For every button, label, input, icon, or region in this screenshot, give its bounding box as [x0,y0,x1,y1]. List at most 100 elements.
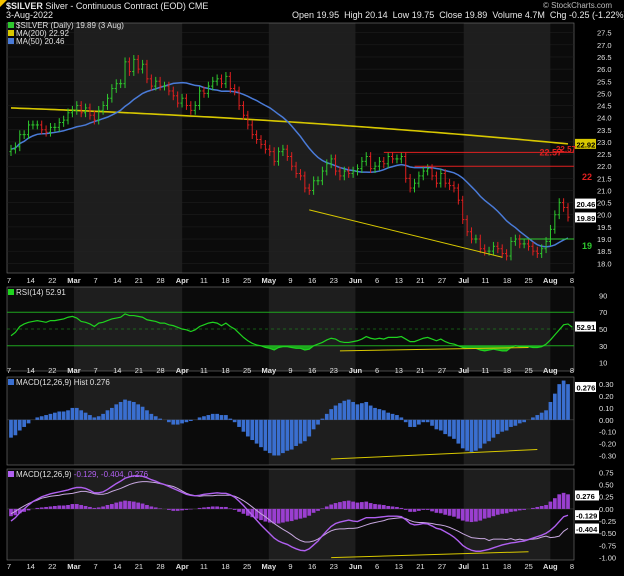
hist-y-tick: -0.30 [599,451,616,460]
close-label: Close [439,10,462,20]
hist-bar [426,420,430,422]
macd-hist-bar [215,506,219,508]
x-tick-label: Jun [349,276,363,285]
x-tick-label: 6 [375,276,379,285]
x-tick-label: 14 [26,276,34,285]
x-tick-label: 18 [503,276,511,285]
x-tick-label: Aug [543,562,558,571]
hist-bar [404,420,408,422]
macd-hist-bar [35,508,39,509]
volume-value: 4.7M [525,10,545,20]
price-tag-label: 19.89 [577,214,596,223]
price-y-tick: 24.0 [597,114,612,123]
hist-bar [185,420,189,422]
macd-hist-bar [351,502,355,509]
macd-hist-bar [88,507,92,509]
hist-bar [364,402,368,420]
hist-bar [88,415,92,420]
hist-bar [549,402,553,420]
macd-hist-bar [540,506,544,509]
x-tick-label: 9 [288,276,292,285]
hist-bar [128,401,132,420]
macd-hist-bar [224,507,228,509]
x-tick-label: Jul [458,366,469,375]
macd-hist-bar [101,506,105,508]
price-y-tick: 21.0 [597,186,612,195]
hist-bar [356,404,360,419]
macd-y-tick: 0.25 [599,493,614,502]
x-tick-label: 23 [330,276,338,285]
macd-hist-bar [338,502,342,509]
rsi-y-tick: 50 [599,325,607,334]
macd-hist-bar [294,509,298,520]
macd-hist-bar [71,504,75,509]
macd-hist-bar [110,504,114,509]
rsi-tag-label: 52.91 [577,323,596,332]
hist-y-tick: -0.10 [599,428,616,437]
x-tick-label: 16 [308,562,316,571]
macd-hist-bar [443,509,447,515]
hist-bar [562,381,566,420]
macd-hist-bar [141,504,145,509]
macd-legend-swatch [8,471,14,477]
x-tick-label: Mar [67,366,80,375]
hist-bar [44,415,48,420]
macd-hist-bar [544,505,548,509]
hist-bar [57,411,61,419]
hist-bar [180,420,184,424]
hist-bar [439,420,443,431]
macd-hist-bar [132,502,136,509]
x-tick-label: 27 [438,276,446,285]
macd-hist-bar [373,504,377,509]
macd-hist-bar [303,509,307,518]
macd-hist-bar [123,501,127,509]
hist-bar [492,420,496,438]
macd-hist-bar [562,493,566,509]
rsi-y-tick: 10 [599,359,607,368]
macd-y-tick: -0.50 [599,529,616,538]
x-tick-label: 6 [375,562,379,571]
price-y-tick: 20.0 [597,211,612,220]
x-tick-label: 27 [438,562,446,571]
hist-bar [329,409,333,420]
x-tick-label: 7 [7,366,11,375]
macd-hist-bar [461,509,465,521]
hist-bar [228,419,232,420]
macd-hist-bar [347,501,351,509]
macd-hist-bar [145,505,149,509]
macd-legend: MACD(12,26,9) -0.129, -0.404, 0.276 [16,470,149,479]
macd-y-tick: -1.00 [599,554,616,563]
x-tick-label: 11 [481,276,489,285]
x-tick-label: Jul [458,276,469,285]
hist-bar [136,404,140,419]
hist-bar [395,415,399,420]
x-tick-label: Aug [543,366,558,375]
macd-tag-label: -0.129 [576,512,597,521]
hist-bar [470,420,474,452]
hist-y-tick: 0.20 [599,392,614,401]
x-tick-label: 25 [243,366,251,375]
hist-bar [242,420,246,432]
macd-hist-bar [53,506,57,509]
low-label: Low [393,10,410,20]
hist-bar [97,416,101,420]
rsi-y-tick: 70 [599,308,607,317]
price-y-tick: 21.5 [597,174,612,183]
x-tick-label: 18 [503,366,511,375]
hist-bar [66,410,70,420]
hist-bar [487,420,491,441]
macd-hist-bar [97,507,101,508]
x-tick-label: 25 [243,562,251,571]
price-month-band [74,23,182,273]
x-tick-label: 21 [135,276,143,285]
x-tick-label: 28 [156,366,164,375]
x-tick-label: 8 [570,276,574,285]
hist-bar [35,417,39,419]
macd-y-tick: -0.75 [599,541,616,550]
hist-bar [268,420,272,453]
macd-hist-bar [171,509,175,511]
macd-hist-bar [114,503,118,509]
hist-bar [22,420,26,427]
hist-bar [220,415,224,420]
